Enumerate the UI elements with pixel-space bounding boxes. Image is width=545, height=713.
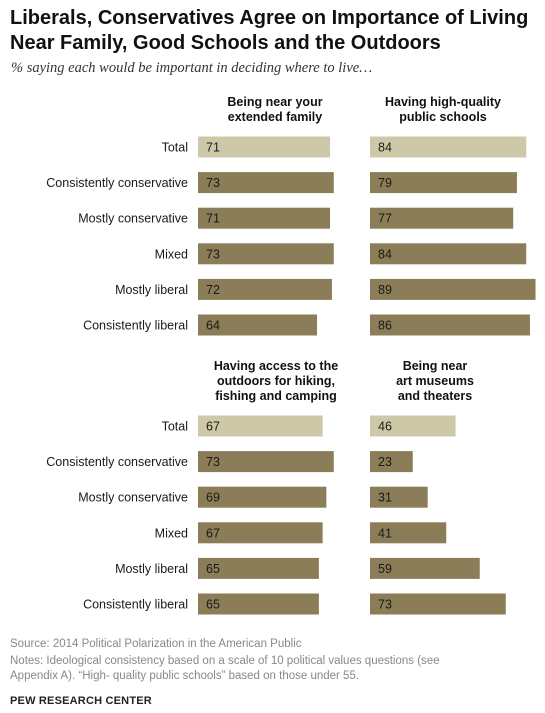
chart-panel-2: Having high-quality public schools 84 79 77 8…: [370, 95, 536, 336]
chart-panel-1: Being near your extended family Total 71 Con…: [46, 95, 334, 336]
data-label: 86: [378, 319, 392, 333]
bar: [370, 522, 447, 544]
bar: [370, 243, 527, 265]
bar: [198, 486, 327, 508]
data-label: 67: [206, 420, 220, 434]
chart-panel-4: Being near art museums and theaters 46 23 31 4…: [370, 359, 506, 615]
data-label: 23: [378, 455, 392, 469]
bar: [198, 451, 334, 473]
data-label: 73: [206, 176, 220, 190]
bar: [370, 486, 428, 508]
category-label: Total: [162, 420, 188, 434]
data-label: 73: [378, 598, 392, 612]
panel-title: Having access to the outdoors for hiking,…: [214, 359, 338, 403]
bar: [198, 522, 323, 544]
category-label: Mostly conservative: [78, 491, 188, 505]
data-label: 65: [206, 598, 220, 612]
data-label: 69: [206, 491, 220, 505]
bar: [370, 207, 514, 229]
data-label: 59: [378, 562, 392, 576]
bar: [370, 593, 506, 615]
bar: [370, 172, 517, 194]
category-label: Mostly liberal: [115, 562, 188, 576]
data-label: 41: [378, 526, 392, 540]
pew-logo-text: PEW RESEARCH CENTER: [10, 695, 152, 707]
bar: [198, 243, 334, 265]
category-label: Mostly conservative: [78, 212, 188, 226]
data-label: 84: [378, 141, 392, 155]
data-label: 73: [206, 247, 220, 261]
bar: [370, 136, 527, 158]
data-label: 31: [378, 491, 392, 505]
category-label: Mixed: [155, 247, 188, 261]
bar: [198, 314, 318, 336]
panel-title: Having high-quality public schools: [385, 95, 501, 124]
bar: [198, 278, 332, 300]
category-label: Consistently conservative: [46, 455, 188, 469]
chart-title: Liberals, Conservatives Agree on Importa…: [10, 7, 529, 54]
panel-title: Being near art museums and theaters: [396, 359, 474, 403]
bar: [198, 172, 334, 194]
category-label: Consistently conservative: [46, 176, 188, 190]
bar: [370, 415, 456, 437]
bar: [198, 557, 319, 579]
data-label: 73: [206, 455, 220, 469]
bar: [370, 557, 480, 579]
data-label: 89: [378, 283, 392, 297]
data-label: 71: [206, 141, 220, 155]
data-label: 46: [378, 420, 392, 434]
data-label: 84: [378, 247, 392, 261]
bar: [198, 207, 331, 229]
bar: [370, 278, 536, 300]
panel-title: Being near your extended family: [227, 95, 322, 124]
data-label: 71: [206, 212, 220, 226]
category-label: Mostly liberal: [115, 283, 188, 297]
category-label: Mixed: [155, 526, 188, 540]
bar: [370, 314, 530, 336]
data-label: 77: [378, 212, 392, 226]
notes-text: Notes: Ideological consistency based on …: [10, 655, 440, 682]
data-label: 79: [378, 176, 392, 190]
bar: [370, 451, 413, 473]
bar: [198, 136, 331, 158]
data-label: 65: [206, 562, 220, 576]
bar: [198, 415, 323, 437]
chart-area: Being near your extended family Total 71 Con…: [46, 95, 536, 615]
source-note: Source: 2014 Political Polarization in t…: [10, 638, 302, 650]
chart-subtitle: % saying each would be important in deci…: [11, 60, 373, 76]
category-label: Consistently liberal: [83, 319, 188, 333]
category-label: Total: [162, 141, 188, 155]
data-label: 64: [206, 319, 220, 333]
chart-panel-3: Having access to the outdoors for hiking,…: [46, 359, 338, 615]
category-label: Consistently liberal: [83, 598, 188, 612]
data-label: 72: [206, 283, 220, 297]
bar: [198, 593, 319, 615]
data-label: 67: [206, 526, 220, 540]
